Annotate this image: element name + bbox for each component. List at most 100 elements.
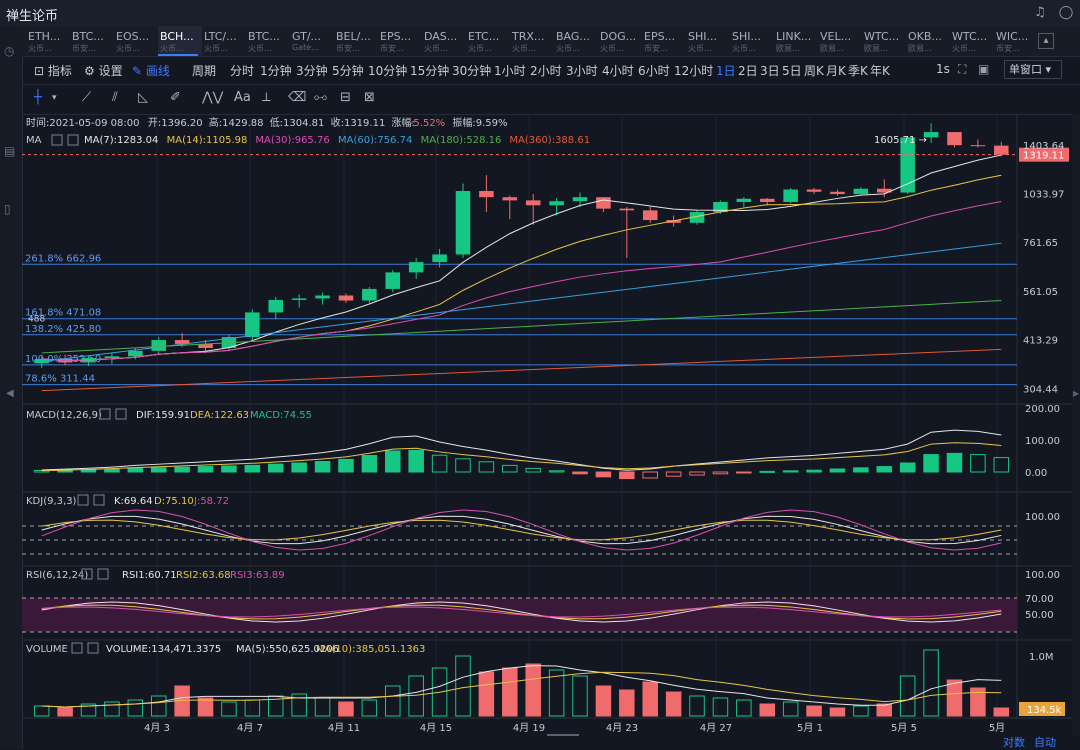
tab-symbol[interactable]: SHI... 火币... [686,26,730,56]
macd-bar [314,461,331,473]
fullscreen-icon[interactable]: ⛶ [958,62,967,76]
tab-symbol[interactable]: BAG... 火币... [554,26,598,56]
lock-icon[interactable]: ⊟ [340,90,351,105]
period-22[interactable]: 1s [936,62,950,76]
period-5[interactable]: 10分钟 [368,64,408,78]
period-14[interactable]: 1日 [716,64,736,78]
tab-symbol[interactable]: WTC... 欧易... [862,26,906,56]
indicator-button[interactable]: ⊡ 指标 [34,62,72,79]
trash-icon[interactable]: ⊠ [364,90,375,105]
ma14-line [41,174,1002,362]
window-mode-select[interactable]: 单窗口 ▾ [1004,60,1062,79]
period-0[interactable]: 周期 [192,64,217,78]
period-19[interactable]: 月K [826,64,846,78]
tab-symbol[interactable]: DOG... 火币... [598,26,642,56]
tab-symbol[interactable]: EPS... 币安... [642,26,686,56]
tab-symbol[interactable]: DAS... 火币... [422,26,466,56]
tab-symbol-name: ETC... [468,30,500,43]
current-price-label: 1319.11 [1023,151,1064,162]
right-scrollbar[interactable]: ▶ [1072,114,1080,736]
period-11[interactable]: 4小时 [602,64,634,78]
macd-bar [267,463,284,473]
period-12[interactable]: 6小时 [638,64,670,78]
sidebar-doc-icon[interactable]: ▯ [4,202,11,216]
tab-exchange-name: 币安... [336,44,360,53]
macd-bar [642,471,658,479]
tab-symbol[interactable]: BEL/... 币安... [334,26,378,56]
period-17[interactable]: 5日 [782,64,802,78]
period-21[interactable]: 年K [870,64,890,78]
trendline-icon[interactable]: ⟋ [82,90,92,105]
period-13[interactable]: 12小时 [674,64,714,78]
tab-symbol[interactable]: VEL... 欧易... [818,26,862,56]
user-icon[interactable]: ◯ [1058,5,1074,20]
macd-bar [431,454,448,473]
add-tab-icon[interactable]: ▴ [1038,33,1054,49]
sidebar-list-icon[interactable]: ▤ [4,144,16,158]
auto-scale-button[interactable]: 自动 [1034,736,1056,749]
period-2[interactable]: 1分钟 [260,64,292,78]
log-scale-button[interactable]: 对数 [1003,736,1025,749]
settings-icon [77,494,89,506]
screenshot-icon[interactable]: ▣ [978,62,990,76]
collapse-icon[interactable]: ◀ [6,388,14,399]
draw-button[interactable]: ✎ 画线 [132,62,170,79]
tab-symbol[interactable]: GT/... Gate... [290,26,334,56]
tab-symbol[interactable]: LTC/... 火币... [202,26,246,56]
period-7[interactable]: 30分钟 [452,64,492,78]
rsi-1: RSI1:60.71 [122,570,177,581]
period-16[interactable]: 3日 [760,64,780,78]
period-10[interactable]: 3小时 [566,64,598,78]
period-6[interactable]: 15分钟 [410,64,450,78]
sidebar-market-icon[interactable]: ◷ [4,44,15,58]
eraser-icon[interactable]: ⌫ [288,90,307,105]
period-9[interactable]: 2小时 [530,64,562,78]
period-18[interactable]: 周K [804,64,824,78]
kline-chart[interactable]: 261.8% 662.96 161.8% 471.08 138.2% 425.80 1… [22,114,1072,736]
measure-icon[interactable]: ⧟ [314,90,328,105]
brush-icon[interactable]: ✐ [170,90,181,105]
tab-exchange-name: 币安... [380,44,404,53]
tab-symbol[interactable]: ETC... 火币... [466,26,510,56]
candle-body [947,132,962,146]
tab-symbol[interactable]: BTC... 币安... [70,26,114,56]
text-tool-icon[interactable]: Aa [234,90,251,105]
parallel-line-icon[interactable]: ⫽ [112,90,118,105]
tab-symbol[interactable]: SHI... 火币... [730,26,774,56]
period-15[interactable]: 2日 [738,64,758,78]
period-1[interactable]: 分时 [230,64,255,78]
wave-icon[interactable]: ⋀⋁ [202,90,224,105]
draw-label: 画线 [145,64,170,78]
period-8[interactable]: 1小时 [494,64,526,78]
candle-body [151,340,166,351]
period-4[interactable]: 5分钟 [332,64,364,78]
settings-button[interactable]: ⚙ 设置 [84,62,123,79]
chevron-down-icon[interactable]: ▾ [52,93,57,103]
tab-symbol[interactable]: WIC... 币安... [994,26,1038,56]
period-3[interactable]: 3分钟 [296,64,328,78]
tab-symbol[interactable]: BCH... 火币... [158,26,202,56]
tab-symbol[interactable]: LINK... 欧易... [774,26,818,56]
expand-icon[interactable]: ▶ [1073,389,1080,398]
tab-symbol[interactable]: ETH... 火币... [26,26,70,56]
tab-symbol-name: BTC... [248,30,280,43]
max-price-label: 1605.71 → [874,135,927,146]
crosshair-icon[interactable]: ┼ [34,90,42,105]
tab-symbol[interactable]: BTC... 火币... [246,26,290,56]
tab-symbol[interactable]: TRX... 火币... [510,26,554,56]
tab-symbol[interactable]: OKB... 欧易... [906,26,950,56]
tab-symbol[interactable]: EOS... 火币... [114,26,158,56]
tab-symbol[interactable]: WTC... 火币... [950,26,994,56]
candle-body [408,262,424,273]
ruler-icon[interactable]: ⟂ [262,90,271,105]
period-20[interactable]: 季K [848,64,868,78]
tab-symbol-name: OKB... [908,30,942,43]
macd-bar [174,466,190,473]
macd-bar [221,465,237,473]
triangle-icon[interactable]: ◺ [138,90,148,105]
bell-icon[interactable]: ♫ [1034,5,1046,20]
kdj-j-line [41,509,1002,551]
macd-bar [946,452,963,473]
tab-symbol[interactable]: EPS... 币安... [378,26,422,56]
candle-body [128,350,143,357]
